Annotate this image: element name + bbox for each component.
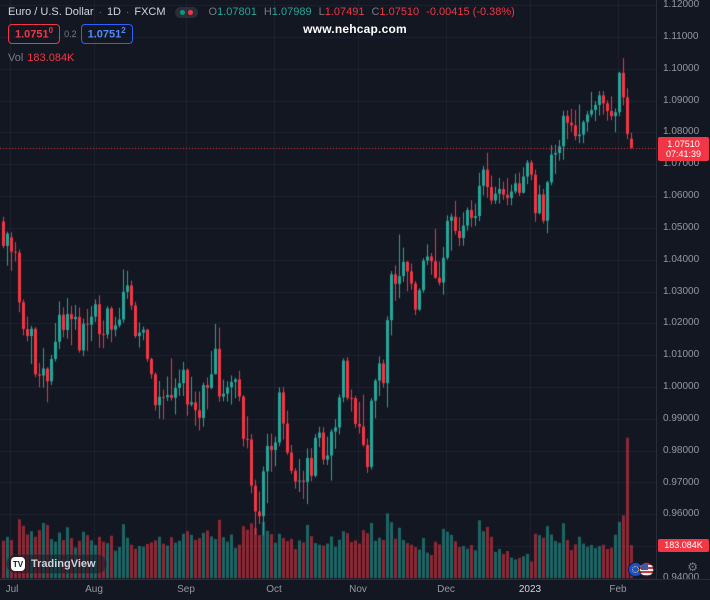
status-dot-red-icon: [187, 9, 193, 15]
legend-separator: ·: [98, 6, 102, 18]
bar-countdown: 07:41:39: [665, 148, 702, 159]
price-axis-label: 1.09000: [663, 94, 700, 106]
price-axis-label: 1.12000: [663, 0, 700, 10]
ohlc-low: L1.07491: [318, 6, 365, 18]
price-axis-label: 0.96000: [663, 508, 700, 520]
time-axis[interactable]: Jul Aug Sep Oct Nov Dec 2023 Feb: [0, 579, 710, 600]
price-axis-label: 1.03000: [663, 285, 700, 297]
price-axis-label: 1.04000: [663, 253, 700, 265]
price-axis-label: 1.00000: [663, 381, 700, 392]
buy-button[interactable]: 1.07512: [80, 24, 133, 44]
symbol-title[interactable]: Euro / U.S. Dollar: [8, 6, 94, 18]
price-axis-label: 1.05000: [663, 221, 700, 233]
chart-legend: Euro / U.S. Dollar · 1D · FXCM O1.07801 …: [8, 6, 515, 64]
time-axis-label: Dec: [437, 584, 455, 595]
volume-legend[interactable]: Vol 183.084K: [8, 51, 75, 64]
price-axis-label: 1.08000: [663, 126, 700, 138]
last-price-label: 1.07510 07:41:39: [658, 136, 709, 161]
price-axis-label: 1.02000: [663, 317, 700, 329]
time-axis-label: Aug: [85, 584, 103, 595]
price-axis-label: 1.01000: [663, 349, 700, 361]
price-axis-label: 1.11000: [663, 30, 699, 42]
ohlc-open: O1.07801: [208, 6, 257, 18]
price-axis-label: 0.97000: [663, 476, 700, 488]
tradingview-logo-icon: TV: [11, 557, 25, 571]
ohlc-high: H1.07989: [263, 6, 312, 18]
price-axis-label: 0.94000: [663, 572, 700, 583]
watermark-url: www.nehcap.com: [303, 22, 407, 36]
time-axis-label: Jul: [5, 584, 19, 595]
time-axis-label: Nov: [349, 584, 367, 595]
ohlc-close: C1.07510: [371, 6, 420, 18]
market-status-indicator[interactable]: [174, 6, 198, 18]
currency-pair-flags[interactable]: [628, 562, 654, 577]
exchange-label: FXCM: [134, 6, 166, 18]
volume-axis-label: 183.084K: [658, 539, 709, 552]
time-axis-label: Feb: [609, 584, 627, 595]
bid-ask-row: 1.07510 0.2 1.07512: [8, 24, 515, 44]
us-flag-icon: [639, 562, 654, 577]
tradingview-logo[interactable]: TV TradingView: [6, 554, 107, 574]
candlestick-chart-canvas[interactable]: [0, 0, 656, 580]
spread-value: 0.2: [64, 28, 77, 39]
price-axis-label: 1.07000: [663, 158, 700, 170]
price-axis-label: 1.06000: [663, 190, 700, 201]
axis-settings-gear-icon[interactable]: ⚙: [687, 560, 698, 574]
status-dot-green-icon: [179, 9, 185, 15]
price-axis[interactable]: 1.07510 07:41:39 183.084K 1.12000 1.11000…: [656, 0, 710, 583]
last-price-value: 1.07510: [667, 138, 700, 149]
time-axis-label: 2023: [518, 584, 542, 595]
price-change: -0.00415 (-0.38%): [426, 6, 515, 18]
time-axis-label: Oct: [266, 584, 282, 595]
tradingview-logo-text: TradingView: [31, 558, 96, 570]
price-axis-label: 0.99000: [663, 412, 700, 424]
time-axis-label: Sep: [177, 584, 195, 595]
interval-label[interactable]: 1D: [106, 6, 121, 18]
price-axis-label: 0.98000: [663, 444, 700, 456]
price-axis-label: 1.10000: [663, 62, 700, 74]
legend-separator: ·: [126, 6, 130, 18]
sell-button[interactable]: 1.07510: [8, 24, 61, 44]
